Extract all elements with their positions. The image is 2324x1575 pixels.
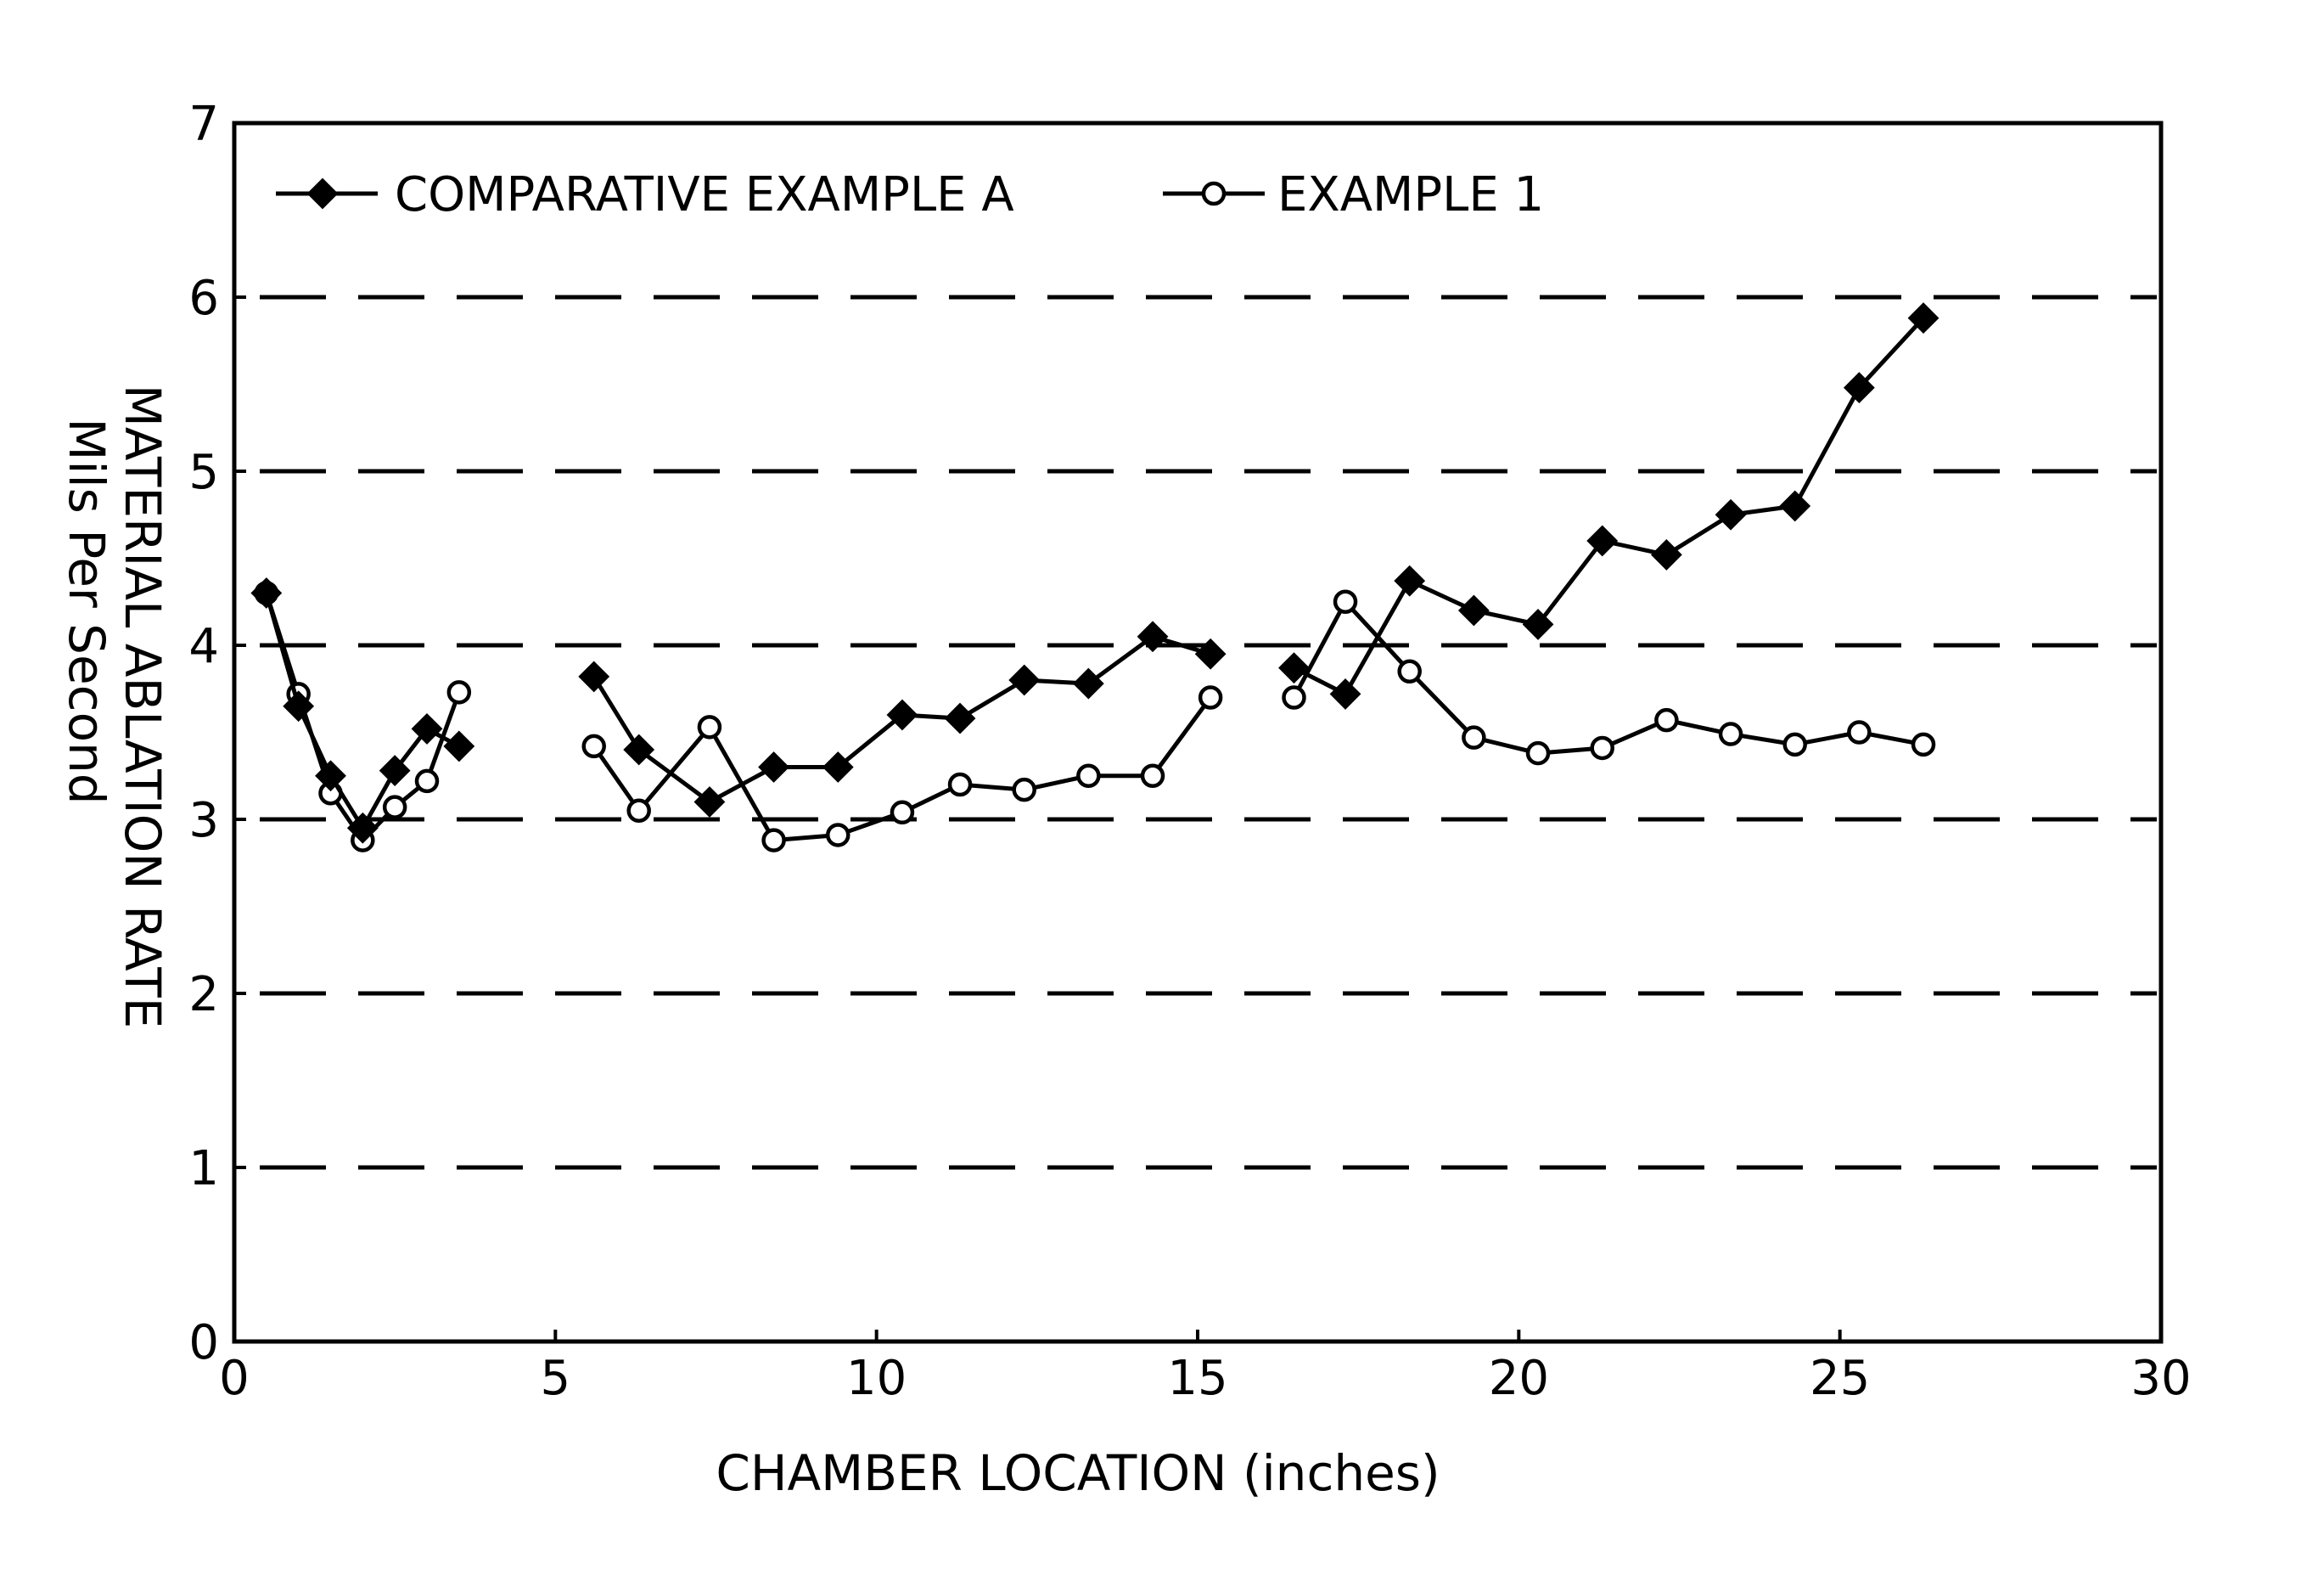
y-tick-label: 3 bbox=[188, 793, 219, 848]
legend: COMPARATIVE EXAMPLE A EXAMPLE 1 bbox=[276, 167, 1544, 222]
data-point-circle bbox=[1078, 766, 1098, 786]
data-point-circle bbox=[1400, 661, 1420, 682]
x-axis-title: CHAMBER LOCATION (inches) bbox=[716, 1444, 1440, 1502]
data-point-diamond bbox=[1074, 669, 1103, 698]
data-point-circle bbox=[584, 736, 604, 757]
data-point-circle bbox=[417, 771, 437, 791]
x-tick-label: 15 bbox=[1167, 1351, 1227, 1406]
y-tick-label: 6 bbox=[188, 271, 219, 326]
y-tick-label: 7 bbox=[188, 97, 219, 152]
x-tick-label: 0 bbox=[219, 1351, 250, 1406]
y-tick-label: 5 bbox=[188, 445, 219, 500]
legend-label: COMPARATIVE EXAMPLE A bbox=[395, 167, 1014, 222]
data-point-circle bbox=[1913, 734, 1934, 755]
y-tick-label: 1 bbox=[188, 1141, 219, 1196]
x-tick-label: 10 bbox=[846, 1351, 907, 1406]
x-tick-label: 25 bbox=[1810, 1351, 1870, 1406]
data-point-diamond bbox=[445, 732, 474, 761]
data-point-circle bbox=[1463, 728, 1484, 748]
data-point-diamond bbox=[1459, 596, 1488, 625]
y-tick-label: 4 bbox=[188, 619, 219, 674]
data-point-circle bbox=[629, 801, 649, 821]
data-point-circle bbox=[1849, 723, 1869, 743]
data-point-circle bbox=[1204, 183, 1224, 204]
series bbox=[252, 304, 1938, 851]
data-point-diamond bbox=[1781, 492, 1810, 520]
data-point-diamond bbox=[580, 662, 609, 691]
data-point-circle bbox=[1592, 738, 1613, 758]
plot-frame bbox=[234, 123, 2161, 1342]
legend-label: EXAMPLE 1 bbox=[1277, 167, 1544, 222]
y-axis-title: MATERIAL ABLATION RATE bbox=[114, 385, 171, 1029]
series-line bbox=[1294, 318, 1924, 695]
data-point-circle bbox=[385, 797, 405, 818]
data-point-diamond bbox=[1716, 500, 1745, 529]
series-example-1 bbox=[256, 583, 1934, 851]
x-tick-label: 5 bbox=[541, 1351, 571, 1406]
gridlines bbox=[260, 297, 2157, 1167]
y-axis-subtitle: Mils Per Second bbox=[58, 418, 115, 804]
series-line bbox=[1294, 602, 1924, 753]
data-point-circle bbox=[1284, 688, 1305, 708]
data-point-diamond bbox=[760, 753, 789, 782]
data-point-circle bbox=[1721, 724, 1741, 745]
data-point-circle bbox=[1656, 710, 1676, 730]
data-point-diamond bbox=[1331, 679, 1360, 708]
data-point-circle bbox=[1528, 743, 1548, 763]
data-point-diamond bbox=[252, 579, 281, 608]
data-point-circle bbox=[764, 830, 784, 851]
data-point-circle bbox=[1014, 779, 1035, 800]
data-point-diamond bbox=[1395, 566, 1424, 595]
data-point-diamond bbox=[308, 179, 337, 208]
series-comparative-example-a bbox=[252, 304, 1938, 843]
data-point-diamond bbox=[946, 704, 974, 733]
data-point-circle bbox=[1335, 592, 1356, 612]
y-tick-label: 2 bbox=[188, 967, 219, 1022]
data-point-circle bbox=[892, 802, 912, 823]
x-tick-label: 30 bbox=[2130, 1351, 2191, 1406]
data-point-diamond bbox=[1652, 540, 1681, 569]
data-point-circle bbox=[1142, 766, 1163, 786]
y-tick-label: 0 bbox=[188, 1315, 219, 1370]
data-point-circle bbox=[1200, 688, 1221, 708]
data-point-circle bbox=[449, 682, 469, 702]
x-tick-label: 20 bbox=[1489, 1351, 1549, 1406]
data-point-circle bbox=[699, 717, 720, 737]
y-axis: 0 1 2 3 4 5 6 7 bbox=[188, 97, 246, 1370]
data-point-diamond bbox=[1010, 666, 1039, 695]
data-point-circle bbox=[828, 824, 848, 845]
data-point-circle bbox=[950, 774, 970, 795]
data-point-circle bbox=[1785, 734, 1805, 755]
